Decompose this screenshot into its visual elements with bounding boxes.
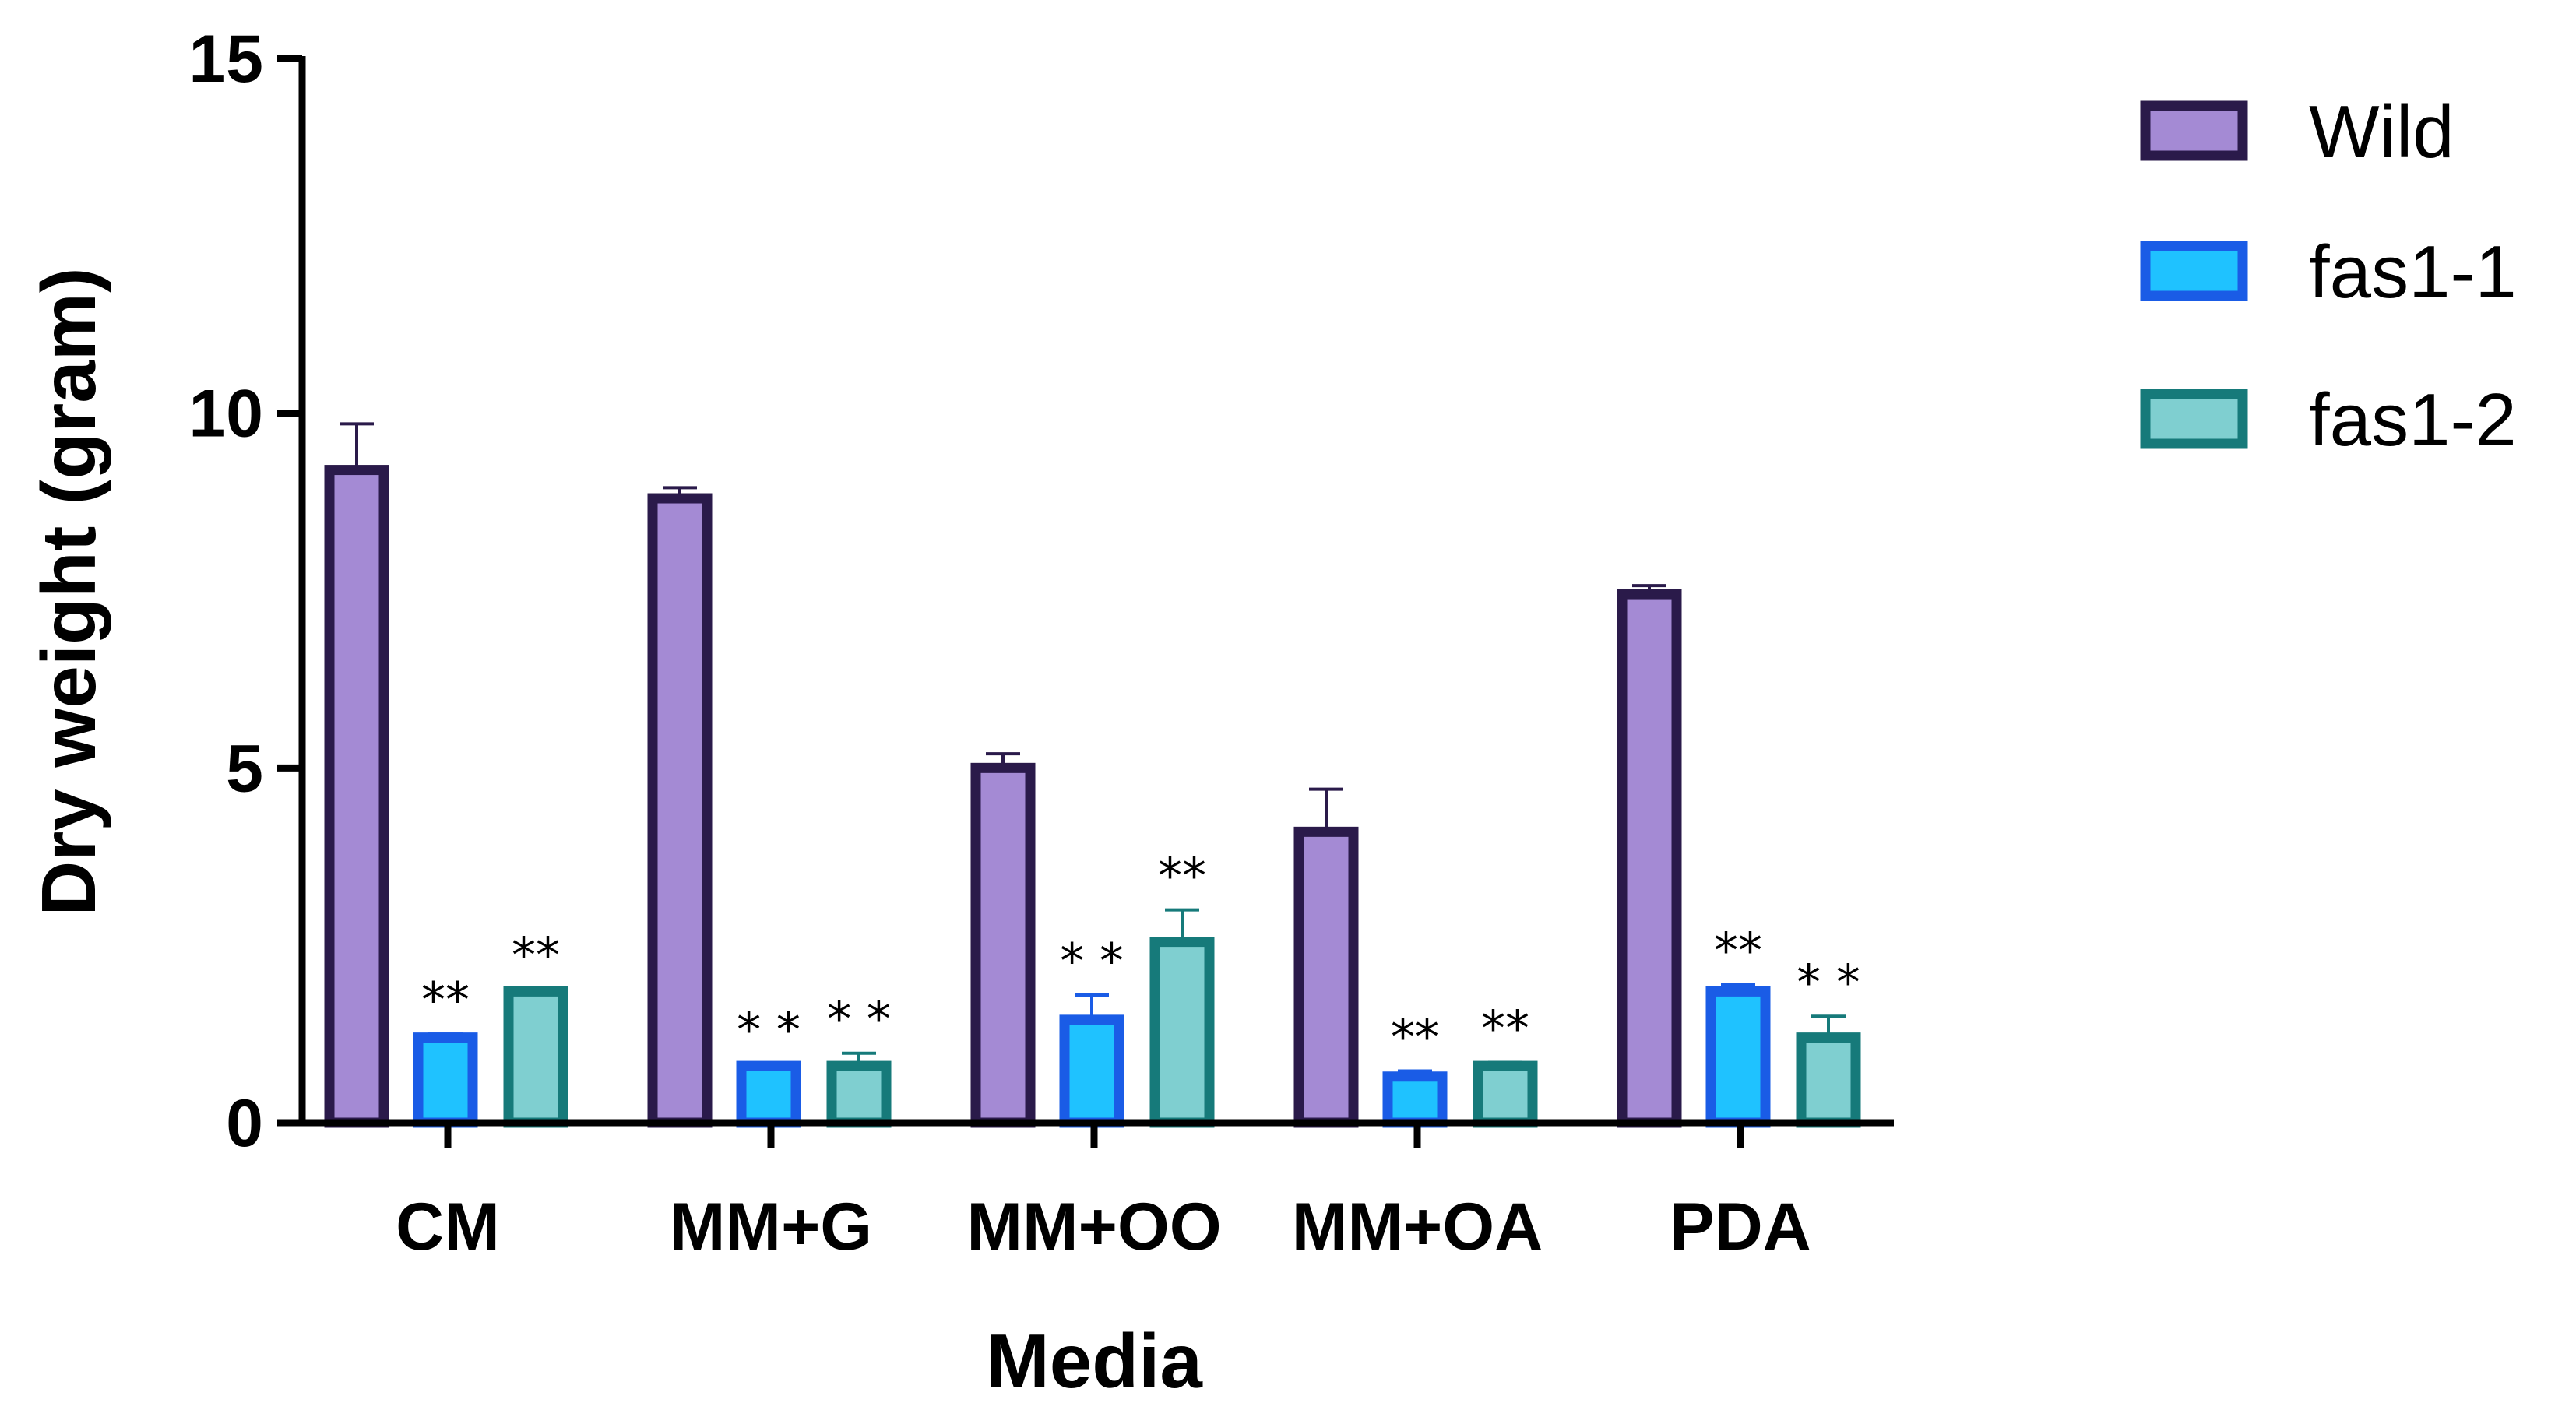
- bar-fas1-1-mm-oa: [1382, 1071, 1448, 1128]
- x-tick-label-cm: CM: [396, 1190, 500, 1264]
- bar-wild-cm: [324, 465, 389, 1128]
- significance-fas1-2-pda: * *: [1797, 954, 1860, 1011]
- bar-fas1-2-mm-oo: [1149, 937, 1215, 1128]
- bar-wild-mm-oa: [1293, 826, 1359, 1128]
- significance-fas1-2-mm-g: * *: [827, 991, 891, 1048]
- significance-fas1-1-mm-oa: **: [1391, 1008, 1439, 1065]
- bar-wild-pda: [1617, 589, 1682, 1128]
- x-tick-label-mm-oo: MM+OO: [966, 1190, 1221, 1264]
- bar-wild-mm-g: [647, 493, 713, 1128]
- bar-fas1-1-pda: [1705, 986, 1771, 1128]
- significance-fas1-1-pda: **: [1714, 922, 1762, 979]
- legend-swatch-fas1-2: [2140, 389, 2248, 449]
- bar-fas1-1-mm-oo: [1059, 1014, 1124, 1128]
- y-tick-label-0: 0: [226, 1086, 263, 1161]
- axes-layer: 0 5 10 15 CM MM+G MM+OO MM+OA PDA: [188, 22, 1894, 1264]
- bar-fas1-2-mm-oa: [1473, 1060, 1538, 1128]
- legend-swatch-fas1-1: [2140, 241, 2248, 301]
- significance-fas1-1-cm: **: [421, 972, 470, 1028]
- y-tick-label-5: 5: [226, 731, 263, 806]
- significance-fas1-1-mm-oo: * *: [1060, 933, 1124, 990]
- legend: Wild fas1-1 fas1-2: [2140, 90, 2517, 462]
- significance-fas1-2-cm: **: [512, 927, 560, 984]
- legend-label-fas1-2: fas1-2: [2309, 378, 2517, 462]
- legend-swatch-wild: [2140, 100, 2248, 161]
- legend-label-fas1-1: fas1-1: [2309, 230, 2517, 314]
- y-tick-label-15: 15: [188, 22, 263, 97]
- x-tick-label-mm-oa: MM+OA: [1292, 1190, 1543, 1264]
- bar-fas1-2-pda: [1796, 1032, 1861, 1128]
- bar-fas1-1-mm-g: [736, 1060, 801, 1128]
- x-tick-label-mm-g: MM+G: [670, 1190, 872, 1264]
- bar-wild-mm-oo: [970, 762, 1036, 1128]
- bar-fas1-2-cm: [503, 986, 568, 1128]
- significance-fas1-2-mm-oo: **: [1158, 848, 1206, 905]
- bar-fas1-2-mm-g: [826, 1060, 892, 1128]
- bar-fas1-1-cm: [413, 1032, 478, 1128]
- y-tick-label-10: 10: [188, 377, 263, 452]
- significance-fas1-2-mm-oa: **: [1481, 1000, 1529, 1057]
- significance-fas1-1-mm-g: * *: [737, 1001, 801, 1058]
- x-tick-label-pda: PDA: [1670, 1190, 1811, 1264]
- y-axis-title: Dry weight (gram): [26, 267, 111, 916]
- bars-layer: ** * * * * ** ** ** * * ** ** * *: [324, 422, 1861, 1128]
- legend-label-wild: Wild: [2309, 90, 2455, 174]
- x-axis-title: Media: [986, 1318, 1203, 1404]
